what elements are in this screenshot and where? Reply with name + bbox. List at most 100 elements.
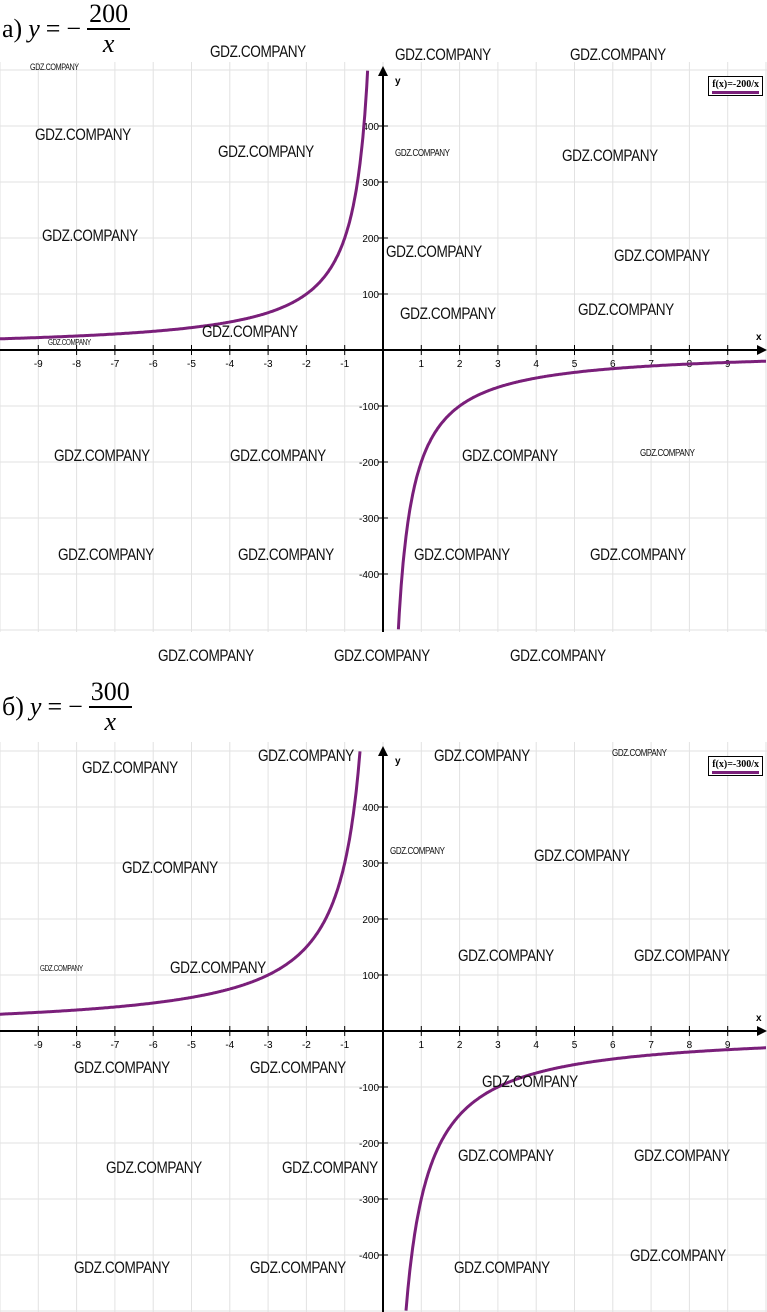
x-tick-label: -1 <box>340 1040 349 1051</box>
watermark: GDZ.COMPANY <box>414 545 510 564</box>
x-tick-label: -3 <box>264 1040 273 1051</box>
x-tick-label: -7 <box>110 359 119 370</box>
title-b: б) y = − 300 x <box>2 678 132 736</box>
watermark: GDZ.COMPANY <box>58 545 154 564</box>
watermark: GDZ.COMPANY <box>42 226 138 245</box>
watermark: GDZ.COMPANY <box>482 1072 578 1091</box>
x-tick-label: -4 <box>225 359 234 370</box>
watermark: GDZ.COMPANY <box>218 142 314 161</box>
watermark: GDZ.COMPANY <box>386 242 482 261</box>
watermark: GDZ.COMPANY <box>106 1158 202 1177</box>
watermark: GDZ.COMPANY <box>238 545 334 564</box>
y-tick-label: 100 <box>362 971 379 982</box>
x-tick-label: -2 <box>302 359 311 370</box>
x-tick-label: 9 <box>725 359 731 370</box>
watermark: GDZ.COMPANY <box>122 858 218 877</box>
y-tick-label: -100 <box>359 402 379 413</box>
legend-swatch <box>712 771 759 774</box>
x-tick-label: -7 <box>110 1040 119 1051</box>
x-tick-label: 4 <box>533 1040 539 1051</box>
denominator: x <box>102 29 115 58</box>
watermark: GDZ.COMPANY <box>202 322 298 341</box>
eq-minus: − <box>66 14 82 43</box>
watermark: GDZ.COMPANY <box>462 446 558 465</box>
legend-label: f(x)=-300/x <box>712 759 759 770</box>
x-tick-label: 5 <box>572 1040 578 1051</box>
y-tick-label: 300 <box>362 178 379 189</box>
denominator: x <box>104 707 117 736</box>
x-tick-label: 6 <box>610 1040 616 1051</box>
part-label: а) <box>2 14 23 43</box>
watermark: GDZ.COMPANY <box>40 964 83 973</box>
watermark: GDZ.COMPANY <box>562 146 658 165</box>
watermark: GDZ.COMPANY <box>82 758 178 777</box>
x-tick-label: -2 <box>302 1040 311 1051</box>
x-tick-label: -6 <box>149 1040 158 1051</box>
fraction: 200 x <box>87 0 131 58</box>
watermark: GDZ.COMPANY <box>458 1146 554 1165</box>
eq-sign: = <box>45 14 61 43</box>
chart-b: x y -9 -8 -7 -6 -5 -4 -3 -2 -1 1 2 3 4 5 6 7 8 9 400 300 200 10… <box>0 742 767 1312</box>
watermark: GDZ.COMPANY <box>390 846 445 857</box>
watermark: GDZ.COMPANY <box>250 1258 346 1277</box>
part-label: б) <box>2 692 24 721</box>
eq-minus: − <box>68 692 83 721</box>
watermark: GDZ.COMPANY <box>630 1246 726 1265</box>
legend: f(x)=-200/x <box>708 76 763 96</box>
y-tick-label: -300 <box>359 1195 379 1206</box>
y-axis-label: y <box>395 76 401 87</box>
y-tick-label: -200 <box>359 458 379 469</box>
watermark: GDZ.COMPANY <box>614 246 710 265</box>
y-axis-arrow <box>378 66 388 76</box>
x-tick-label: 3 <box>495 359 501 370</box>
watermark: GDZ.COMPANY <box>230 446 326 465</box>
watermark: GDZ.COMPANY <box>634 1146 730 1165</box>
x-tick-label: -4 <box>225 1040 234 1051</box>
x-axis-label: x <box>756 1013 762 1024</box>
x-tick-label: -1 <box>340 359 349 370</box>
watermark: GDZ.COMPANY <box>282 1158 378 1177</box>
y-tick-label: -400 <box>359 570 379 581</box>
watermark: GDZ.COMPANY <box>458 946 554 965</box>
y-tick-label: 400 <box>362 803 379 814</box>
eq-sign: = <box>47 692 63 721</box>
x-tick-label: -5 <box>187 359 196 370</box>
watermark: GDZ.COMPANY <box>640 448 695 459</box>
watermark: GDZ.COMPANY <box>510 646 606 665</box>
x-tick-label: -6 <box>149 359 158 370</box>
x-tick-label: -3 <box>264 359 273 370</box>
x-tick-label: -8 <box>72 1040 81 1051</box>
x-tick-label: -5 <box>187 1040 196 1051</box>
x-tick-label: 1 <box>419 359 425 370</box>
watermark: GDZ.COMPANY <box>158 646 254 665</box>
x-tick-label: 2 <box>457 1040 463 1051</box>
watermark: GDZ.COMPANY <box>54 446 150 465</box>
eq-lhs: y <box>29 692 42 721</box>
x-tick-label: 7 <box>648 1040 654 1051</box>
x-tick-label: 6 <box>610 359 616 370</box>
plot-area: xy-9 -8 -7 -6 -5 -4 -3 -2 -1 1 2 3 4 5 6 7 8 940030020010… <box>0 62 767 632</box>
watermark: GDZ.COMPANY <box>534 846 630 865</box>
watermark: GDZ.COMPANY <box>35 125 131 144</box>
y-tick-label: -100 <box>359 1083 379 1094</box>
curve-branch-right <box>404 1046 766 1311</box>
x-tick-label: 8 <box>687 1040 693 1051</box>
title-a: а) y = − 200 x <box>2 0 131 58</box>
y-tick-label: -400 <box>359 1251 379 1262</box>
watermark: GDZ.COMPANY <box>250 1058 346 1077</box>
watermark: GDZ.COMPANY <box>74 1258 170 1277</box>
y-tick-label: 200 <box>362 234 379 245</box>
legend-swatch <box>712 91 759 94</box>
watermark: GDZ.COMPANY <box>612 748 667 759</box>
watermark: GDZ.COMPANY <box>395 148 450 159</box>
y-tick-label: -200 <box>359 1139 379 1150</box>
x-tick-label: 9 <box>725 1040 731 1051</box>
x-tick-label: 3 <box>495 1040 501 1051</box>
watermark: GDZ.COMPANY <box>210 42 306 61</box>
watermark: GDZ.COMPANY <box>454 1258 550 1277</box>
x-tick-label: 5 <box>572 359 578 370</box>
numerator: 300 <box>88 677 132 708</box>
legend-label: f(x)=-200/x <box>712 79 759 90</box>
chart-a: x y -9 -8 -7 -6 -5 -4 -3 -2 -1 1 2 3 4 5 6 7 8 9 400 300 200 10… <box>0 62 767 632</box>
x-tick-label: 1 <box>419 1040 425 1051</box>
